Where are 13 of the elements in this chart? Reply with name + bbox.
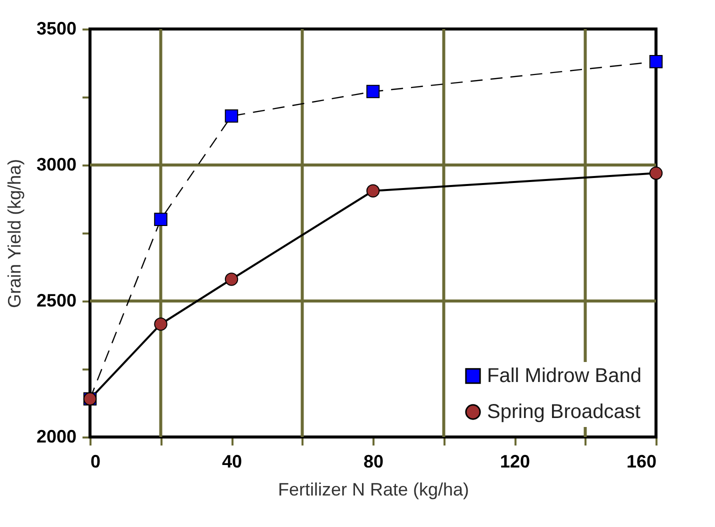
x-tick-label: 160 [626, 452, 656, 472]
legend-label: Fall Midrow Band [487, 365, 642, 387]
y-tick-label: 2000 [36, 426, 76, 446]
x-tick-label: 80 [363, 452, 384, 472]
y-tick-label: 3500 [36, 18, 76, 38]
x-tick-label: 40 [222, 452, 242, 472]
legend-label: Spring Broadcast [487, 401, 641, 423]
y-tick-label: 3000 [36, 154, 76, 174]
x-tick-label: 120 [500, 452, 530, 472]
x-tick-label: 0 [90, 452, 101, 472]
y-tick-label: 2500 [36, 290, 76, 310]
x-axis-title: Fertilizer N Rate (kg/ha) [278, 480, 470, 500]
y-axis-title: Grain Yield (kg/ha) [4, 158, 24, 308]
